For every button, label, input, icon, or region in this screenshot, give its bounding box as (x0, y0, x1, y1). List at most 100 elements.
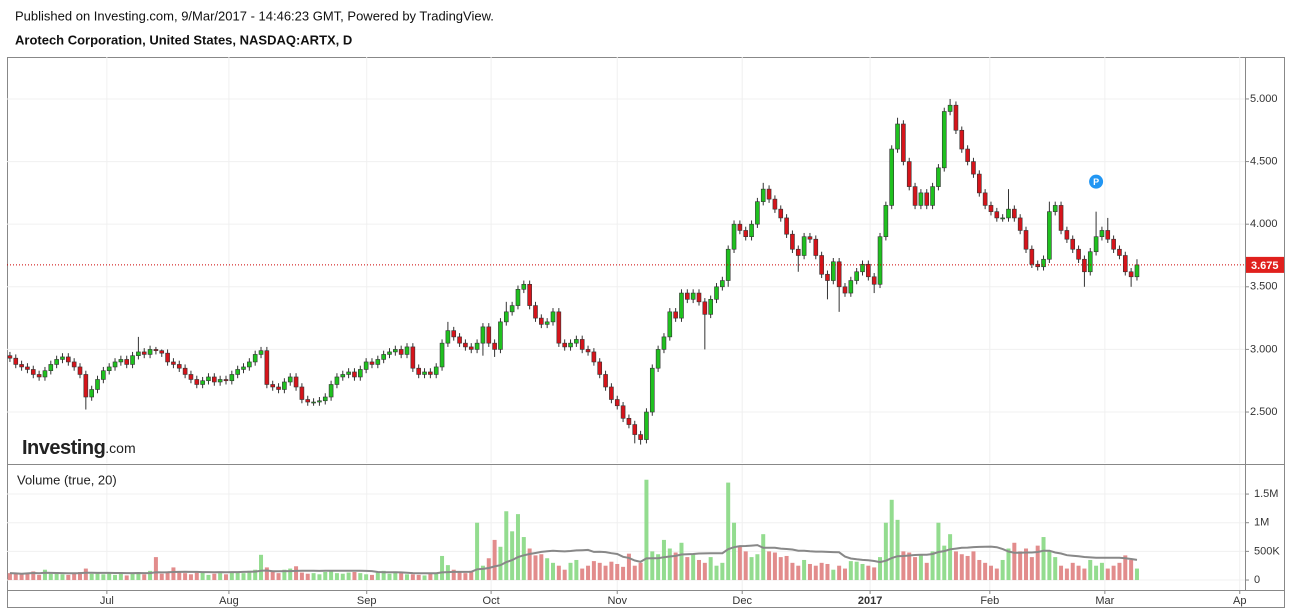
volume-bar (965, 555, 970, 581)
volume-bar (48, 573, 53, 581)
candle-body (147, 349, 153, 355)
candle-body (176, 364, 182, 369)
volume-bar (1012, 542, 1017, 581)
volume-bar (340, 573, 345, 581)
candle-body (930, 186, 935, 206)
volume-bar (813, 565, 818, 581)
volume-bar (883, 522, 888, 581)
candle-body (1058, 205, 1064, 231)
candle-body (626, 417, 632, 425)
volume-bar (334, 573, 339, 581)
candle-body (795, 248, 801, 256)
candle-body (1099, 230, 1105, 238)
volume-bar (953, 551, 958, 581)
volume-pane (7, 479, 1139, 581)
candle-body (533, 305, 538, 319)
x-tick-label: Sep (357, 595, 377, 607)
volume-bar (802, 559, 807, 581)
x-tick-label: Dec (732, 595, 752, 607)
candle-body (603, 374, 608, 388)
candle-body (416, 367, 421, 375)
candle-body (106, 366, 112, 372)
candle-body (760, 188, 766, 202)
candle-body (223, 379, 229, 382)
candle-body (790, 233, 795, 250)
candle-body (153, 349, 159, 351)
volume-bar (405, 574, 410, 581)
volume-bar (1134, 568, 1139, 581)
candle-body (171, 361, 176, 365)
candle-body (1017, 217, 1023, 231)
volume-bar (101, 574, 106, 581)
volume-bar (959, 554, 964, 581)
candle-body (369, 361, 375, 365)
y-tick-label: 3.500 (1250, 281, 1278, 293)
candle-body (813, 238, 819, 256)
volume-bar (539, 554, 544, 581)
candle-body (720, 280, 725, 288)
candle-body (702, 301, 708, 315)
volume-tick-label: 1M (1254, 517, 1269, 529)
candle-body (895, 123, 900, 150)
volume-bar (130, 573, 135, 581)
volume-bar (235, 571, 240, 581)
candle-body (42, 370, 48, 378)
volume-bar (1129, 559, 1134, 581)
volume-bar (761, 534, 766, 581)
candle-body (679, 292, 684, 319)
volume-bar (1006, 548, 1011, 581)
candle-body (276, 386, 281, 390)
volume-bar (177, 572, 182, 581)
volume-bar (574, 559, 579, 581)
volume-bar (825, 563, 830, 581)
candle-body (212, 376, 217, 383)
candle-body (422, 371, 427, 375)
candle-body (165, 352, 170, 363)
volume-bar (848, 561, 853, 581)
candle-body (574, 339, 579, 344)
volume-bar (1059, 565, 1064, 581)
volume-bar (498, 546, 503, 581)
volume-bar (416, 574, 421, 581)
volume-bar (42, 569, 47, 581)
volume-bar (872, 567, 877, 581)
candle-body (544, 321, 550, 325)
volume-bar (83, 568, 88, 581)
candle-body (696, 292, 702, 303)
volume-bar (726, 482, 731, 581)
candle-body (883, 205, 889, 238)
volume-tick-label: 500K (1254, 545, 1280, 557)
volume-bar (77, 572, 82, 581)
volume-bar (1082, 568, 1087, 581)
volume-bar (136, 573, 141, 581)
candle-body (346, 371, 351, 375)
x-tick-label: Jul (100, 595, 114, 607)
volume-label: Volume (true, 20) (17, 472, 117, 487)
candle-body (30, 369, 36, 375)
volume-bar (264, 567, 269, 581)
candle-body (352, 371, 357, 378)
candle-body (918, 192, 924, 206)
volume-bar (685, 557, 690, 581)
volume-bar (1099, 562, 1104, 581)
candle-body (988, 205, 994, 212)
volume-bar (305, 573, 310, 581)
candle-body (457, 336, 462, 344)
candle-body (229, 374, 235, 382)
volume-bar (854, 561, 859, 581)
volume-bar (148, 570, 153, 581)
x-tick-label: 2017 (858, 595, 882, 607)
volume-bar (732, 522, 737, 581)
volume-bar (480, 565, 485, 581)
volume-bar (510, 531, 515, 581)
candle-body (293, 376, 299, 388)
volume-bar (1041, 537, 1046, 581)
volume-bar (749, 557, 754, 581)
candle-body (503, 311, 509, 323)
axes: Jul Aug Sep Oct Nov Dec 2017 Feb Mar Ap 2.500 3.000… (100, 93, 1284, 607)
volume-bar (212, 573, 217, 581)
candle-body (714, 286, 719, 300)
volume-bar (1111, 565, 1116, 581)
candle-body (854, 271, 859, 281)
candle-body (118, 359, 124, 363)
